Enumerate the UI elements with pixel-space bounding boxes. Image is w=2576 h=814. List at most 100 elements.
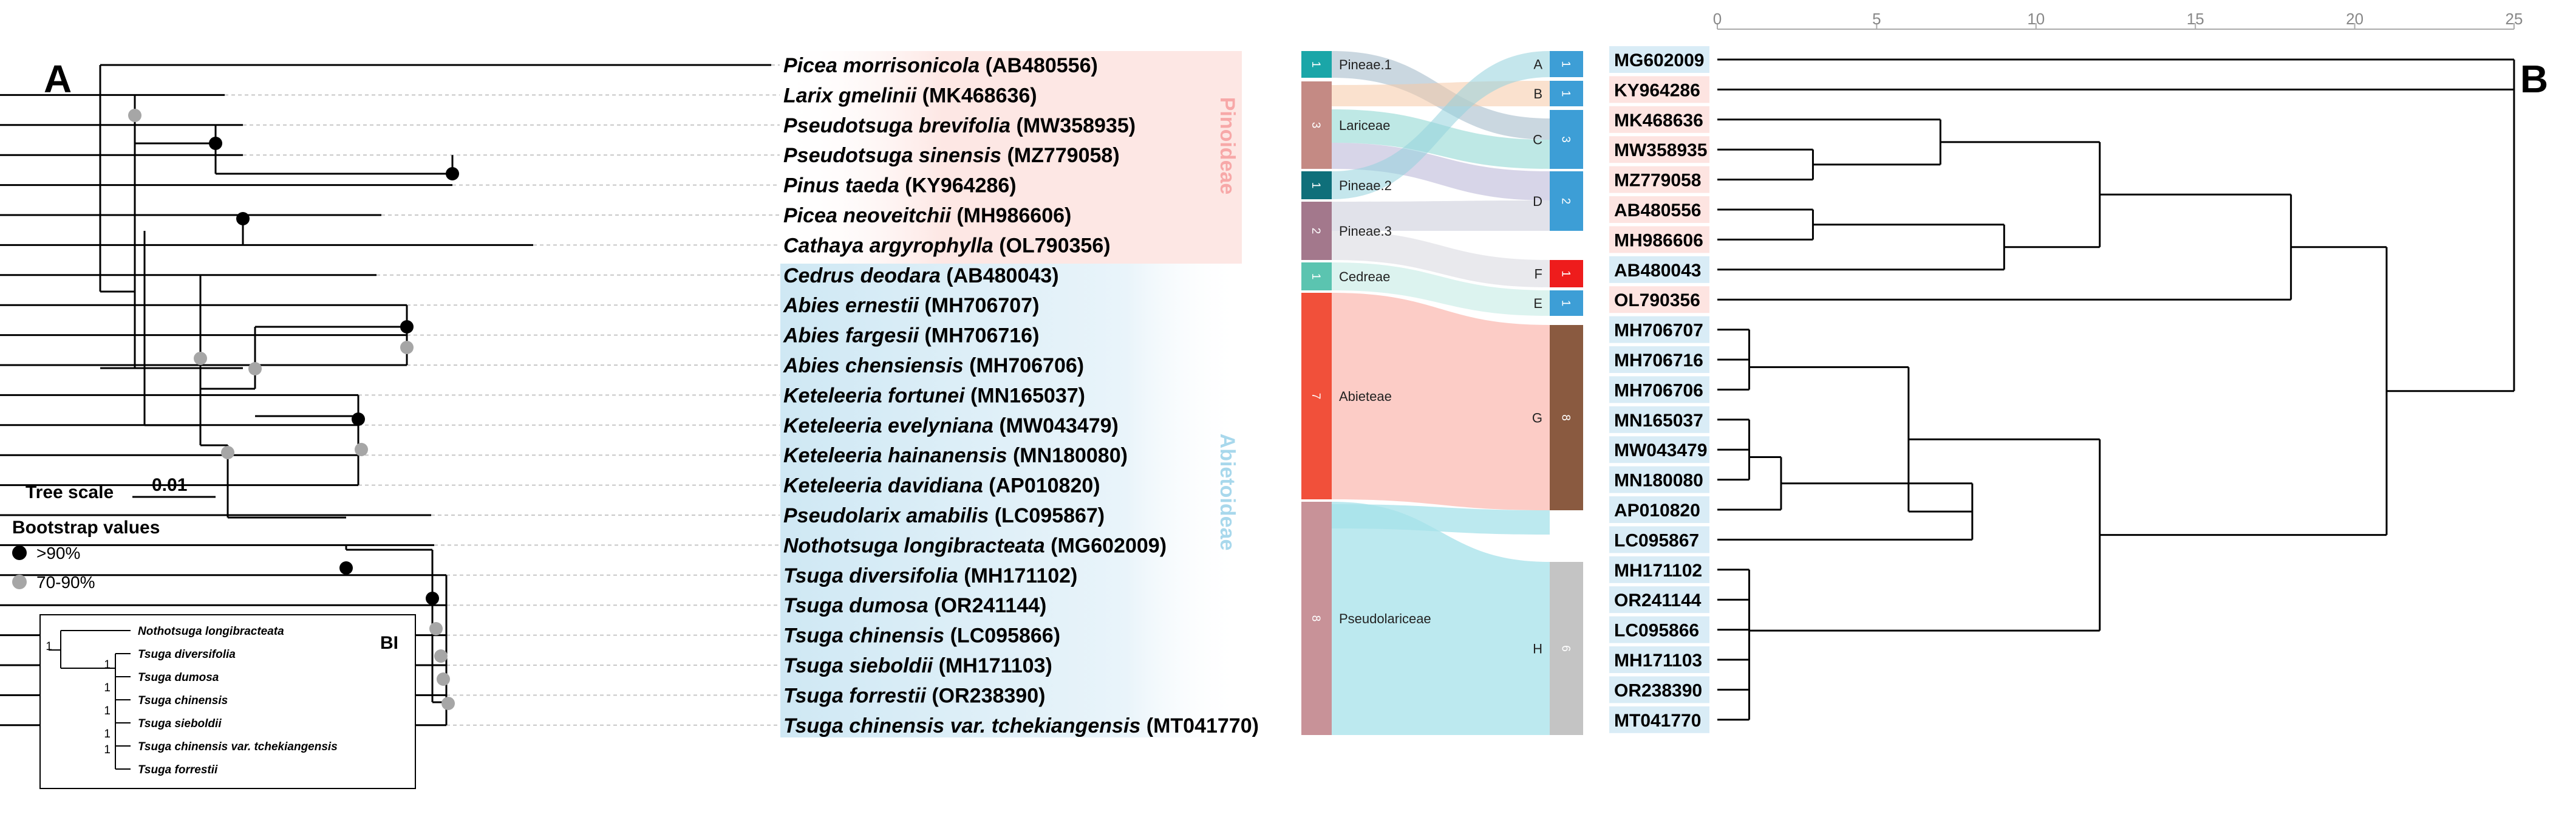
- sankey-right-count: 1: [1559, 270, 1572, 277]
- tip-species-name: Tsuga chinensis: [783, 624, 944, 648]
- tip-species-name: Tsuga dumosa: [783, 594, 929, 617]
- sankey-left-label: Cedreae: [1339, 269, 1390, 284]
- bootstrap-node: [128, 109, 141, 122]
- tip-accession: (AP010820): [983, 474, 1100, 498]
- bootstrap-node: [441, 697, 455, 710]
- bootstrap-node: [355, 443, 368, 456]
- sankey-right-node: [1550, 171, 1583, 231]
- dendrogram-leaf-label: OL790356: [1614, 290, 1700, 310]
- bootstrap-legend-swatch-high: [12, 546, 27, 560]
- dendrogram-leaf-band: [1609, 106, 1709, 133]
- dendrogram-leaf-label: AP010820: [1614, 501, 1700, 521]
- tip-species-name: Keteleeria fortunei: [783, 384, 966, 407]
- tip-species-name: Abies ernestii: [783, 294, 920, 317]
- dendrogram-tick-label: 0: [1713, 10, 1722, 28]
- dendrogram-leaf-band: [1609, 406, 1709, 433]
- bi-inset-label: BI: [380, 633, 398, 653]
- bi-support: 1: [104, 682, 111, 694]
- tip-species-name: Keteleeria evelyniana: [783, 414, 993, 437]
- dendrogram-leaf-label: MW043479: [1614, 440, 1707, 460]
- sankey-flow: [1332, 200, 1550, 231]
- dendrogram-leaf-band: [1609, 556, 1709, 583]
- bootstrap-node: [426, 592, 439, 605]
- bootstrap-node: [209, 137, 222, 150]
- tip-label: Abies chensiensis (MH706706): [783, 354, 1084, 377]
- tip-label: Tsuga sieboldii (MH171103): [783, 654, 1052, 677]
- dendrogram-leaf-label: MN165037: [1614, 411, 1703, 431]
- sankey-flow: [1332, 293, 1550, 510]
- dendrogram-leaf-band: [1609, 466, 1709, 493]
- tip-species-name: Abies fargesii: [783, 324, 920, 347]
- dendrogram-tick-label: 15: [2187, 10, 2204, 28]
- tip-accession: (LC095867): [989, 504, 1105, 527]
- tip-species-name: Tsuga diversifolia: [783, 564, 958, 587]
- bootstrap-node: [429, 622, 443, 635]
- tip-labels: Picea morrisonicola (AB480556) Larix gmel…: [783, 54, 1259, 737]
- bi-inset: BI Nothotsuga longibracteata Tsuga divers…: [39, 614, 416, 789]
- dendrogram-leaf-band: [1609, 226, 1709, 253]
- dendrogram-leaf-band: [1609, 166, 1709, 193]
- sankey-right-count: 1: [1559, 91, 1572, 97]
- sankey-flow: [1332, 109, 1550, 169]
- tip-label: Pseudotsuga sinensis (MZ779058): [783, 144, 1120, 167]
- sankey-left-label: Lariceae: [1339, 118, 1390, 133]
- bootstrap-node: [221, 446, 234, 459]
- sankey-right-label: B: [1533, 86, 1542, 101]
- sankey-right-node: [1550, 260, 1583, 287]
- pinoideae-band: [780, 51, 1242, 264]
- dendrogram-leaf-label: MK468636: [1614, 111, 1703, 131]
- sankey-right-label: D: [1533, 194, 1542, 209]
- tip-accession: (MH986606): [951, 204, 1071, 227]
- sankey-flow: [1332, 143, 1550, 200]
- sankey-right-count: 1: [1559, 61, 1572, 67]
- tip-label: Keteleeria evelyniana (MW043479): [783, 414, 1119, 437]
- bi-support: 1: [46, 640, 52, 653]
- dendrogram-leaf-label: AB480043: [1614, 261, 1701, 281]
- tip-species-name: Pseudotsuga brevifolia: [783, 114, 1010, 137]
- bootstrap-legend: Bootstrap values >90% 70-90%: [12, 518, 160, 592]
- bi-tip-label: Tsuga chinensis var. tchekiangensis: [138, 740, 338, 753]
- dendrogram-leaf-label: MH706706: [1614, 380, 1703, 400]
- sankey-left-node: [1301, 262, 1332, 290]
- tip-label: Keteleeria hainanensis (MN180080): [783, 444, 1128, 467]
- sankey-right-node: [1550, 562, 1583, 735]
- sankey-right-label: A: [1533, 57, 1542, 72]
- bootstrap-legend-label-high: >90%: [36, 544, 80, 563]
- sankey-flow: [1332, 262, 1550, 316]
- sankey-flow: [1332, 504, 1550, 535]
- sankey-right-label: G: [1532, 411, 1542, 426]
- panel-label-b: B: [2520, 57, 2548, 101]
- dendrogram-leaf-label: MH706707: [1614, 321, 1703, 341]
- ml-tree: [0, 64, 780, 727]
- dendrogram-leaf-band: [1609, 496, 1709, 523]
- tip-label: Pseudolarix amabilis (LC095867): [783, 504, 1105, 527]
- bi-tip-label: Tsuga diversifolia: [138, 648, 236, 661]
- tip-accession: (MH171102): [958, 564, 1078, 587]
- sankey-left-count: 7: [1309, 393, 1322, 400]
- sankey-left-label: Pineae.3: [1339, 224, 1392, 239]
- tip-label: Tsuga forrestii (OR238390): [783, 684, 1045, 707]
- dendrogram-leaf-band: [1609, 376, 1709, 403]
- tip-species-name: Pseudolarix amabilis: [783, 504, 989, 527]
- tip-accession: (MN180080): [1007, 444, 1128, 467]
- dendrogram-leaf-band: [1609, 76, 1709, 103]
- sankey-flow: [1332, 231, 1550, 287]
- tip-accession: (LC095866): [944, 624, 1060, 648]
- bootstrap-node: [437, 672, 450, 686]
- dendrogram-tick-label: 20: [2346, 10, 2363, 28]
- tip-accession: (MH706716): [919, 324, 1039, 347]
- dendrogram-leaf-band: [1609, 676, 1709, 703]
- bi-tip-label: Tsuga chinensis: [138, 694, 228, 707]
- sankey-left-label: Pineae.2: [1339, 178, 1392, 193]
- sankey-left-count: 8: [1309, 615, 1322, 622]
- bootstrap-legend-label-mid: 70-90%: [36, 573, 95, 592]
- tip-label: Tsuga chinensis var. tchekiangensis (MT0…: [783, 714, 1259, 737]
- sankey-diagram: 1 Pineae.1 3 Lariceae 1 Pineae.2 2 Pineae.3 1 Ced…: [1301, 51, 1583, 735]
- tip-accession: (MH706706): [964, 354, 1084, 377]
- dendrogram-leaf-band: [1609, 616, 1709, 643]
- bi-tip-label: Tsuga dumosa: [138, 671, 219, 684]
- sankey-left-label: Abieteae: [1339, 389, 1392, 404]
- tip-accession: (MK468636): [916, 84, 1037, 107]
- tip-accession: (OR238390): [926, 684, 1046, 707]
- sankey-flow: [1332, 81, 1550, 106]
